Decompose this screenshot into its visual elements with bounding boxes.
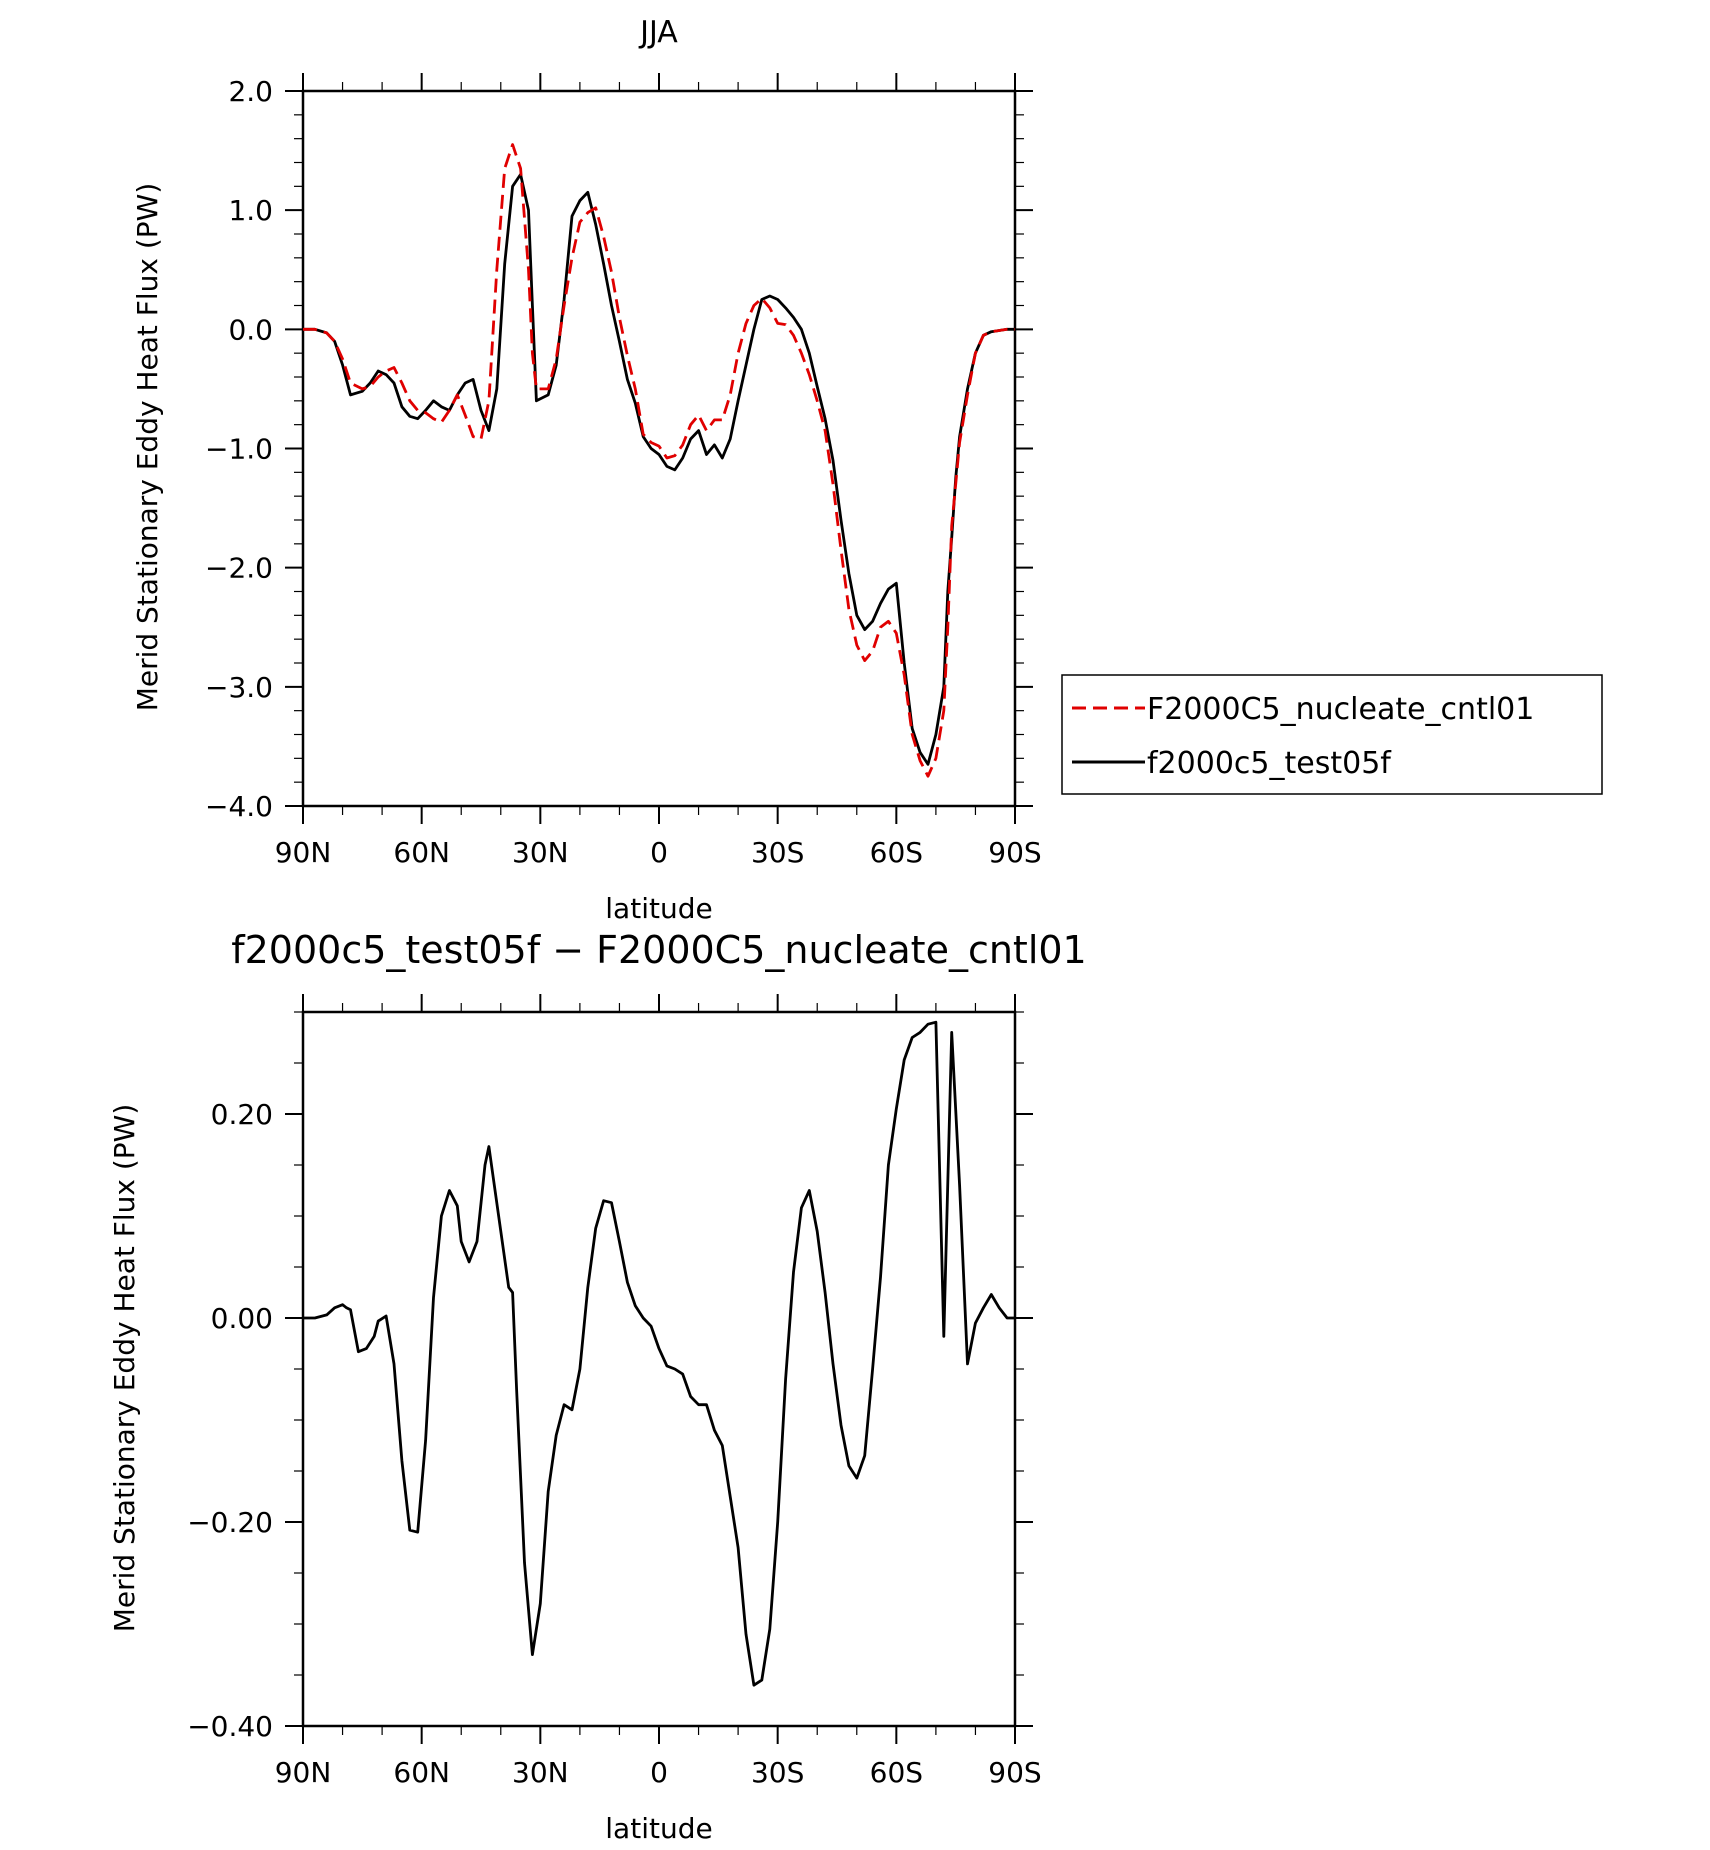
top-x-axis-label: latitude [605, 892, 712, 925]
series-line-difference [303, 1020, 1015, 1687]
x-tick-label: 60N [393, 836, 450, 869]
top-ticks [285, 73, 1033, 824]
top-y-tick-labels: 2.0 1.0 0.0 −1.0 −2.0 −3.0 −4.0 [205, 75, 273, 823]
bottom-panel: f2000c5_test05f − F2000C5_nucleate_cntl0… [108, 928, 1087, 1845]
top-y-axis-label: Merid Stationary Eddy Heat Flux (PW) [131, 183, 164, 712]
x-tick-label: 30S [751, 836, 804, 869]
y-tick-label: 2.0 [228, 75, 273, 108]
y-tick-label: −2.0 [205, 552, 273, 585]
x-tick-label: 30N [512, 1756, 569, 1789]
legend: F2000C5_nucleate_cntl01 f2000c5_test05f [1061, 674, 1603, 795]
bottom-plot-frame [301, 1010, 1017, 1728]
legend-box [1061, 674, 1603, 795]
y-tick-label: −1.0 [205, 433, 273, 466]
bottom-ticks [285, 994, 1033, 1744]
y-tick-label: 0.00 [211, 1302, 273, 1335]
x-tick-label: 90S [988, 1756, 1041, 1789]
x-tick-label: 60S [870, 836, 923, 869]
bottom-y-tick-labels: 0.20 0.00 −0.20 −0.40 [187, 1098, 273, 1743]
x-tick-label: 0 [650, 836, 668, 869]
x-tick-label: 60N [393, 1756, 450, 1789]
top-panel: JJA 2.0 1.0 0.0 −1.0 −2.0 −3.0 −4.0 90N 60N 30N 0… [131, 15, 1042, 925]
legend-label-test: f2000c5_test05f [1147, 746, 1392, 781]
y-tick-label: −3.0 [205, 671, 273, 704]
series-line-f2000c5_nucleate_cntl01 [303, 143, 1015, 778]
top-chart-title: JJA [638, 15, 678, 50]
y-tick-label: 1.0 [228, 194, 273, 227]
bottom-x-axis-label: latitude [605, 1812, 712, 1845]
series-line-f2000c5_test05f [303, 172, 1015, 766]
legend-label-cntl: F2000C5_nucleate_cntl01 [1147, 692, 1534, 727]
top-series-lines [303, 143, 1015, 778]
y-tick-label: 0.0 [228, 313, 273, 346]
top-x-tick-labels: 90N 60N 30N 0 30S 60S 90S [275, 836, 1042, 869]
x-tick-label: 30N [512, 836, 569, 869]
bottom-chart-title: f2000c5_test05f − F2000C5_nucleate_cntl0… [231, 928, 1086, 972]
x-tick-label: 30S [751, 1756, 804, 1789]
y-tick-label: −0.20 [187, 1506, 273, 1539]
bottom-series-lines [303, 1020, 1015, 1687]
x-tick-label: 90N [275, 1756, 332, 1789]
y-tick-label: 0.20 [211, 1098, 273, 1131]
bottom-x-tick-labels: 90N 60N 30N 0 30S 60S 90S [275, 1756, 1042, 1789]
x-tick-label: 90N [275, 836, 332, 869]
x-tick-label: 90S [988, 836, 1041, 869]
y-tick-label: −4.0 [205, 790, 273, 823]
bottom-y-axis-label: Merid Stationary Eddy Heat Flux (PW) [108, 1104, 141, 1633]
y-tick-label: −0.40 [187, 1710, 273, 1743]
x-tick-label: 60S [870, 1756, 923, 1789]
x-tick-label: 0 [650, 1756, 668, 1789]
